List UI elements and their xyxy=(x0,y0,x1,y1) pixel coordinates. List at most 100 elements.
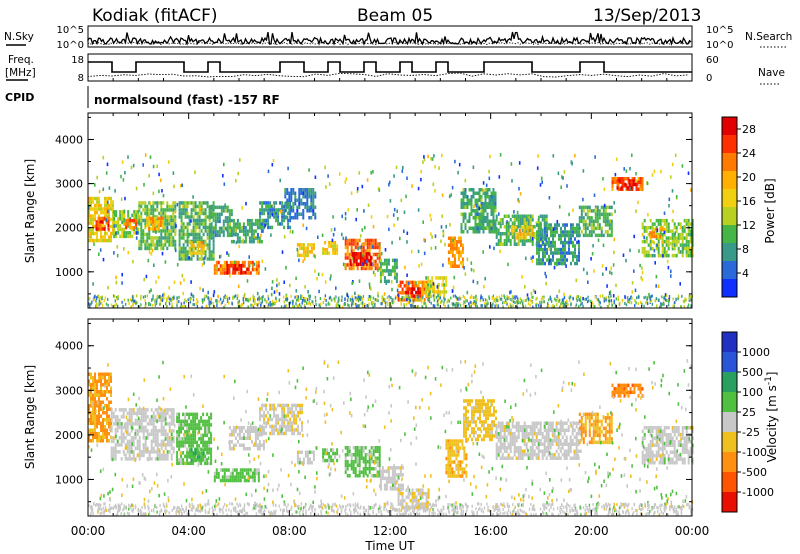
echo-cell xyxy=(302,188,305,192)
echo-cell xyxy=(158,295,160,299)
echo-cell xyxy=(550,297,552,301)
echo-cell xyxy=(142,239,145,244)
echo-cell xyxy=(357,262,360,266)
echo-cell xyxy=(96,439,98,443)
echo-cell xyxy=(112,450,115,454)
echo-cell xyxy=(149,216,152,221)
echo-cell xyxy=(138,446,141,451)
echo-cell xyxy=(498,175,501,179)
echo-cell xyxy=(239,478,242,483)
echo-cell xyxy=(226,300,229,304)
echo-cell xyxy=(462,294,465,298)
echo-cell xyxy=(182,232,185,237)
echo-cell xyxy=(174,243,177,247)
echo-cell xyxy=(568,296,570,300)
echo-cell xyxy=(186,451,189,455)
echo-cell xyxy=(647,225,650,230)
echo-cell xyxy=(182,236,185,240)
echo-cell xyxy=(431,279,434,284)
echo-cell xyxy=(251,303,254,307)
echo-cell xyxy=(237,271,240,275)
echo-cell xyxy=(192,298,195,302)
echo-cell xyxy=(431,286,434,291)
echo-cell xyxy=(459,243,462,247)
echo-cell xyxy=(194,451,197,456)
echo-cell xyxy=(362,295,365,299)
echo-cell xyxy=(238,299,240,303)
echo-cell xyxy=(505,235,508,239)
echo-cell xyxy=(625,169,628,173)
echo-cell xyxy=(90,196,92,201)
echo-cell xyxy=(241,475,244,479)
echo-cell xyxy=(154,298,156,302)
echo-cell xyxy=(451,289,454,293)
echo-cell xyxy=(409,287,412,291)
echo-cell xyxy=(164,457,167,461)
echo-cell xyxy=(291,230,294,234)
echo-cell xyxy=(156,453,159,458)
echo-cell xyxy=(472,216,475,220)
echo-cell xyxy=(308,195,311,199)
echo-cell xyxy=(681,229,684,233)
echo-cell xyxy=(132,163,135,168)
echo-cell xyxy=(219,255,221,259)
echo-cell xyxy=(562,258,564,262)
echo-cell xyxy=(657,232,660,237)
echo-cell xyxy=(182,246,185,251)
echo-cell xyxy=(552,154,555,158)
echo-cell xyxy=(202,201,205,205)
echo-cell xyxy=(118,425,121,430)
echo-cell xyxy=(437,303,439,307)
echo-cell xyxy=(160,239,163,244)
echo-cell xyxy=(499,153,502,157)
echo-cell xyxy=(92,397,94,401)
echo-cell xyxy=(604,205,607,210)
echo-cell xyxy=(148,236,151,240)
echo-cell xyxy=(166,236,169,240)
echo-cell xyxy=(359,296,361,300)
echo-cell xyxy=(608,233,611,238)
echo-cell xyxy=(243,260,246,265)
echo-cell xyxy=(294,195,297,199)
echo-cell xyxy=(586,226,589,231)
echo-cell xyxy=(575,303,578,307)
echo-cell xyxy=(242,232,245,237)
echo-cell xyxy=(138,418,141,423)
echo-cell xyxy=(310,209,313,213)
echo-cell xyxy=(190,451,193,456)
echo-cell xyxy=(162,415,165,419)
echo-cell xyxy=(168,450,171,454)
echo-cell xyxy=(144,295,146,298)
echo-cell xyxy=(586,216,589,220)
echo-cell xyxy=(476,230,479,234)
echo-cell xyxy=(98,203,100,208)
echo-cell xyxy=(124,453,127,458)
echo-cell xyxy=(220,212,223,217)
echo-cell xyxy=(212,226,215,231)
echo-cell xyxy=(110,207,112,211)
echo-cell xyxy=(622,253,625,257)
echo-cell xyxy=(468,188,471,192)
echo-cell xyxy=(92,407,94,411)
echo-cell xyxy=(208,423,211,427)
echo-cell xyxy=(138,429,141,433)
echo-cell xyxy=(574,254,576,259)
echo-cell xyxy=(125,231,128,235)
echo-cell xyxy=(556,294,558,298)
echo-cell xyxy=(497,239,500,243)
echo-cell xyxy=(160,211,163,216)
echo-cell xyxy=(544,261,546,266)
echo-cell xyxy=(130,418,133,423)
echo-cell xyxy=(188,251,191,255)
echo-cell xyxy=(596,216,599,220)
echo-cell xyxy=(510,297,512,301)
echo-cell xyxy=(661,246,664,251)
echo-cell xyxy=(148,250,151,254)
echo-cell xyxy=(596,223,599,227)
echo-cell xyxy=(160,408,163,412)
echo-cell xyxy=(437,276,440,280)
echo-cell xyxy=(661,232,664,237)
echo-cell xyxy=(226,295,228,299)
echo-cell xyxy=(90,414,92,418)
echo-cell xyxy=(154,457,157,461)
